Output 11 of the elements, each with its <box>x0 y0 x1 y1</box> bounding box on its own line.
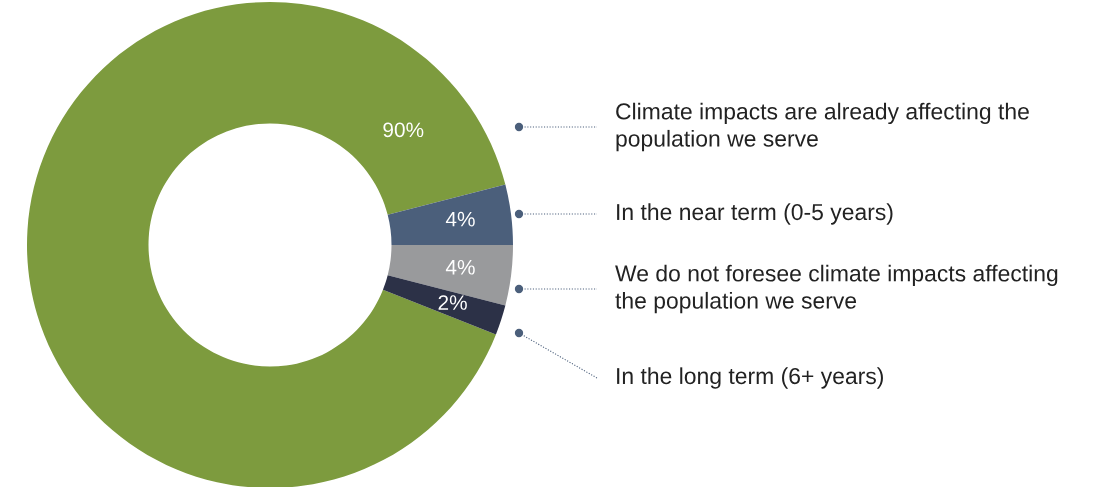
slice-label: We do not foresee climate impacts affecting the population we serve <box>615 264 1058 314</box>
data-label: 4% <box>445 211 475 227</box>
slice-label: In the near term (0-5 years) <box>617 203 893 225</box>
slice-label: In the long term (6+ years) <box>617 367 883 389</box>
donut-slice <box>382 275 506 335</box>
data-label: 4% <box>445 259 475 275</box>
slice-label: Climate impacts are already affecting the population we serve <box>616 102 1029 152</box>
donut-slice <box>387 184 513 245</box>
donut-slice <box>27 2 506 487</box>
data-label: 90% <box>383 122 424 138</box>
data-label: 2% <box>438 295 467 310</box>
